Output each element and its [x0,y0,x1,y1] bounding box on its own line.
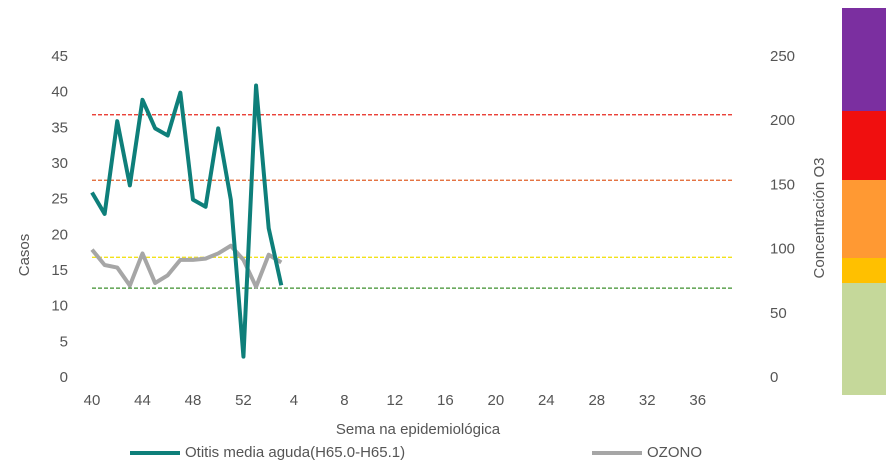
x-tick-label: 32 [639,392,656,409]
band-yellow [842,258,886,283]
x-tick-label: 20 [487,392,504,409]
legend-label: Otitis media aguda(H65.0-H65.1) [185,444,405,461]
x-axis-label: Sema na epidemiológica [336,421,501,438]
y2-tick-label: 0 [770,369,778,386]
x-tick-label: 28 [588,392,605,409]
y2-axis-label: Concentración O3 [811,158,828,279]
legend-label: OZONO [647,444,702,461]
x-tick-label: 8 [340,392,348,409]
y-tick-label: 35 [51,119,68,136]
x-tick-label: 48 [185,392,202,409]
y-tick-label: 25 [51,191,68,208]
band-purple [842,8,886,111]
band-orange [842,180,886,258]
band-green [842,283,886,395]
x-tick-label: 12 [387,392,404,409]
y-tick-label: 15 [51,262,68,279]
series-line [90,243,283,289]
x-tick-label: 24 [538,392,555,409]
y2-tick-label: 50 [770,305,787,322]
y2-tick-label: 150 [770,176,795,193]
x-tick-label: 4 [290,392,298,409]
y2-tick-label: 250 [770,48,795,65]
y2-tick-label: 100 [770,241,795,258]
x-tick-label: 52 [235,392,252,409]
x-tick-label: 36 [689,392,706,409]
band-red [842,111,886,180]
y-tick-label: 40 [51,84,68,101]
y-tick-label: 20 [51,226,68,243]
y-tick-label: 0 [60,369,68,386]
y-axis-label: Casos [16,234,33,277]
y-tick-label: 45 [51,48,68,65]
y-tick-label: 30 [51,155,68,172]
series-line [90,83,284,359]
y2-tick-label: 200 [770,112,795,129]
y-tick-label: 5 [60,333,68,350]
y-tick-label: 10 [51,298,68,315]
x-tick-label: 16 [437,392,454,409]
x-tick-label: 44 [134,392,151,409]
x-tick-label: 40 [84,392,101,409]
